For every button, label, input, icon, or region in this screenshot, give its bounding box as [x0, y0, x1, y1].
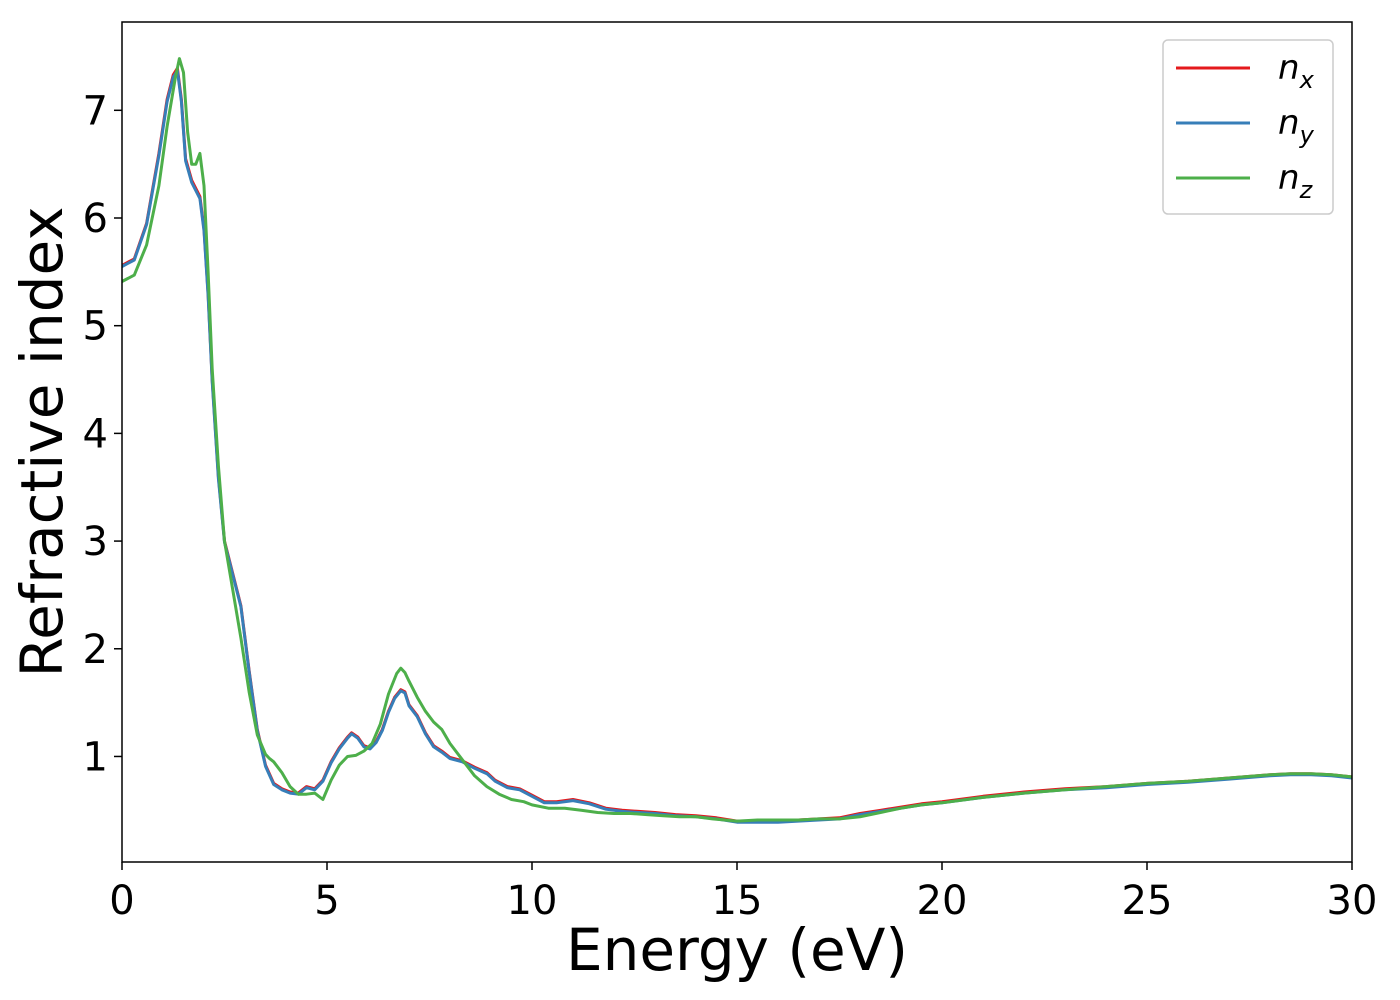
- y-tick-label: 5: [83, 304, 108, 350]
- x-tick-label: 10: [507, 878, 558, 924]
- y-tick-label: 6: [83, 196, 108, 242]
- legend-label-x: nx: [1278, 48, 1315, 94]
- y-tick-label: 4: [83, 411, 108, 457]
- legend-label-z: nz: [1278, 158, 1314, 204]
- x-tick-label: 0: [109, 878, 134, 924]
- x-tick-label: 15: [712, 878, 763, 924]
- x-tick-label: 25: [1122, 878, 1173, 924]
- legend-label-y: ny: [1278, 103, 1315, 149]
- series-line-z: [122, 57, 1352, 823]
- y-axis-title: Refractive index: [8, 206, 76, 677]
- y-tick-label: 2: [83, 627, 108, 673]
- legend-box: [1162, 39, 1334, 215]
- x-axis-title: Energy (eV): [566, 916, 908, 984]
- x-tick-label: 5: [314, 878, 339, 924]
- y-tick-label: 7: [83, 88, 108, 134]
- x-tick-label: 30: [1327, 878, 1378, 924]
- y-axis: 1 2 3 4 5 6 7: [83, 88, 122, 780]
- series-layer: [122, 57, 1352, 824]
- x-tick-label: 20: [917, 878, 968, 924]
- y-tick-label: 1: [83, 734, 108, 780]
- legend: nx ny nz: [1162, 39, 1334, 215]
- y-tick-label: 3: [83, 519, 108, 565]
- x-axis: 0 5 10 15 20 25 30: [109, 862, 1377, 924]
